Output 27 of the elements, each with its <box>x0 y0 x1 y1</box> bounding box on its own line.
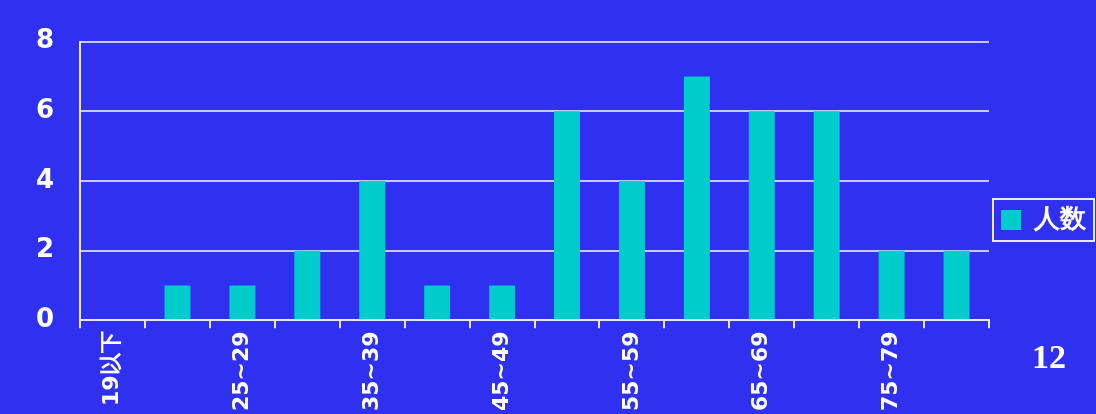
x-tick-label: 25~29 <box>228 331 254 412</box>
bar <box>424 285 451 320</box>
bar <box>878 250 905 320</box>
bar <box>359 180 386 320</box>
bar <box>554 111 580 320</box>
y-tick-label: 0 <box>36 303 55 334</box>
bar <box>813 111 840 320</box>
bar <box>683 76 710 320</box>
bar <box>229 285 256 320</box>
bar <box>294 250 321 320</box>
bar <box>164 285 191 320</box>
x-tick-label: 19以下 <box>98 331 124 406</box>
y-tick-label: 6 <box>36 94 55 125</box>
y-tick-label: 4 <box>36 163 55 194</box>
bar <box>748 111 775 320</box>
x-tick-label: 65~69 <box>747 331 773 412</box>
bar <box>618 180 645 320</box>
x-tick-label: 75~79 <box>877 331 903 412</box>
bar <box>489 285 516 320</box>
x-tick-label: 55~59 <box>617 331 643 412</box>
x-tick-label: 35~39 <box>357 331 383 412</box>
y-tick-label: 8 <box>36 24 55 55</box>
x-tick-label: 45~49 <box>487 331 513 412</box>
legend-label: 人数 <box>1033 202 1087 233</box>
y-tick-label: 2 <box>36 233 55 264</box>
bar <box>943 250 970 320</box>
text: 12 <box>1032 338 1066 375</box>
